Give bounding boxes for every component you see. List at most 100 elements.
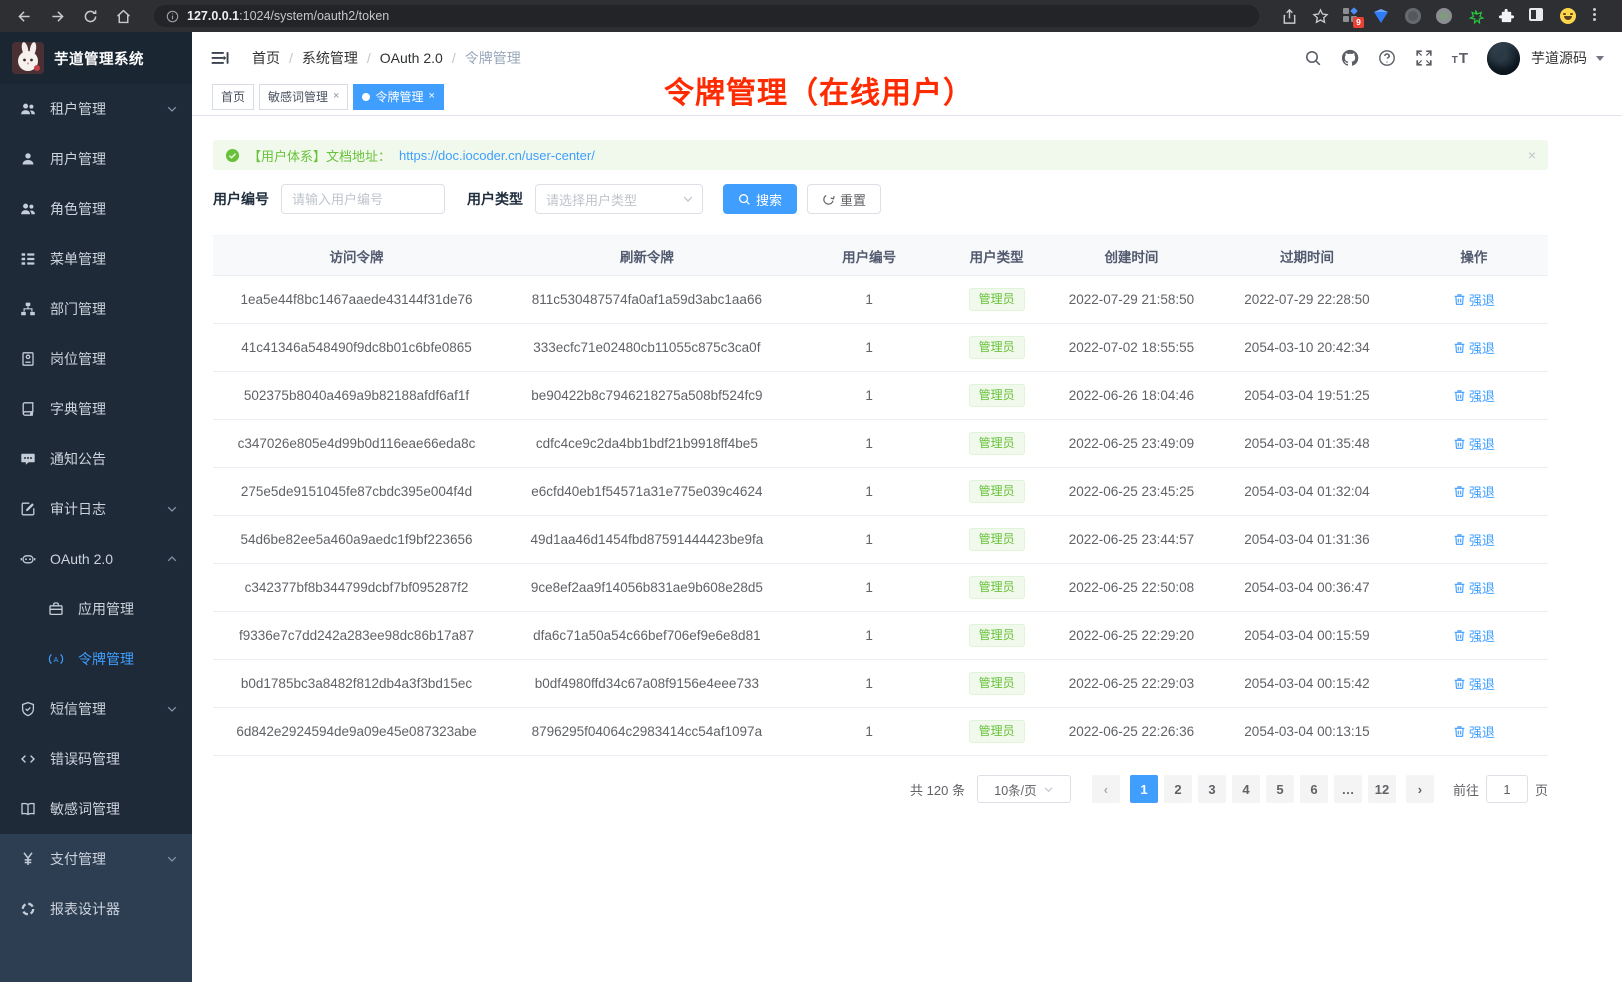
sidebar-item[interactable]: 部门管理: [0, 284, 192, 334]
user-type-select[interactable]: 请选择用户类型: [535, 184, 703, 214]
force-logout-button[interactable]: 强退: [1453, 290, 1495, 309]
goto-page-input[interactable]: [1485, 775, 1528, 803]
prev-page-button[interactable]: ‹: [1091, 775, 1120, 803]
filter-bar: 用户编号 用户类型 请选择用户类型 搜索 重置: [213, 184, 1548, 214]
force-logout-button[interactable]: 强退: [1453, 626, 1495, 645]
page-button[interactable]: 1: [1129, 775, 1158, 803]
dark-circle-extension-icon[interactable]: [1405, 7, 1422, 25]
address-bar[interactable]: 127.0.0.1:1024/system/oauth2/token: [154, 5, 1259, 27]
record-circle-extension-icon[interactable]: [1436, 7, 1453, 25]
page-ellipsis[interactable]: …: [1333, 775, 1362, 803]
sidebar-menu: 租户管理 用户管理 角色管理 菜单管理 部门管理 岗位管理: [0, 84, 192, 982]
admin-tag: 管理员: [968, 432, 1025, 455]
page-size-select[interactable]: 10条/页: [976, 775, 1071, 803]
user-avatar[interactable]: [1487, 41, 1520, 75]
sidebar-item[interactable]: 敏感词管理: [0, 784, 192, 834]
sidebar-item[interactable]: 字典管理: [0, 384, 192, 434]
doc-link[interactable]: https://doc.iocoder.cn/user-center/: [399, 147, 595, 163]
force-logout-button[interactable]: 强退: [1453, 530, 1495, 549]
tab-item[interactable]: 敏感词管理 ×: [259, 83, 349, 110]
reset-button[interactable]: 重置: [807, 184, 882, 214]
user-type-label: 用户类型: [467, 191, 523, 207]
force-logout-button[interactable]: 强退: [1453, 674, 1495, 693]
sidebar-item[interactable]: 短信管理: [0, 684, 192, 734]
sidebar-item[interactable]: 租户管理: [0, 84, 192, 134]
breadcrumb-item[interactable]: OAuth 2.0: [379, 50, 443, 66]
user-id-cell: 1: [793, 515, 945, 564]
gem-extension-icon[interactable]: [1374, 8, 1391, 25]
sidebar-filler: [0, 934, 192, 982]
breadcrumb-item[interactable]: 首页: [252, 50, 280, 66]
user-type-cell: 管理员: [944, 275, 1049, 324]
sidebar-item[interactable]: 角色管理: [0, 184, 192, 234]
expire-time-cell: 2054-03-04 00:15:59: [1214, 611, 1400, 660]
magnifier-icon: [738, 193, 751, 206]
admin-tag: 管理员: [968, 288, 1025, 311]
github-icon[interactable]: [1341, 49, 1359, 67]
search-icon[interactable]: [1304, 49, 1322, 67]
sidebar-item[interactable]: 错误码管理: [0, 734, 192, 784]
tokens-table: 访问令牌 刷新令牌 用户编号 用户类型 创建时间 过期时间 操作 1ea5e44f8bc14…: [213, 235, 1548, 756]
emoji-profile-icon[interactable]: [1560, 7, 1577, 25]
refresh-icon: [822, 193, 835, 206]
sidebar-item[interactable]: 审计日志: [0, 484, 192, 534]
tab-item[interactable]: 首页: [212, 83, 255, 110]
page-button[interactable]: 2: [1163, 775, 1192, 803]
sidebar-item[interactable]: 应用管理: [0, 584, 192, 634]
breadcrumb-item[interactable]: 系统管理: [301, 50, 358, 66]
sidebar-item[interactable]: OAuth 2.0: [0, 534, 192, 584]
collapse-menu-icon[interactable]: [210, 48, 230, 68]
force-logout-button[interactable]: 强退: [1453, 386, 1495, 405]
force-logout-button[interactable]: 强退: [1453, 338, 1495, 357]
sidebar-item[interactable]: 菜单管理: [0, 234, 192, 284]
extensions-grid-icon[interactable]: 9: [1343, 6, 1364, 28]
action-cell: 强退: [1399, 659, 1548, 708]
page-button[interactable]: 5: [1265, 775, 1294, 803]
sidebar-item[interactable]: 岗位管理: [0, 334, 192, 384]
help-icon[interactable]: [1378, 49, 1396, 67]
chevron-down-icon: [166, 853, 178, 865]
sidebar-item[interactable]: 报表设计器: [0, 884, 192, 934]
puzzle-extension-icon[interactable]: [1498, 8, 1515, 25]
page-button[interactable]: 12: [1367, 775, 1396, 803]
close-icon[interactable]: ×: [333, 90, 340, 102]
back-icon[interactable]: [16, 8, 33, 25]
force-logout-button[interactable]: 强退: [1453, 722, 1495, 741]
force-logout-button[interactable]: 强退: [1453, 578, 1495, 597]
app-logo-row[interactable]: 芋道管理系统: [0, 32, 192, 84]
green-star-extension-icon[interactable]: [1467, 8, 1484, 25]
alert-close-icon[interactable]: ×: [1527, 147, 1536, 163]
sidebar-item[interactable]: 通知公告: [0, 434, 192, 484]
fullscreen-icon[interactable]: [1415, 49, 1433, 67]
expire-time-cell: 2054-03-04 01:32:04: [1214, 467, 1400, 516]
force-logout-button[interactable]: 强退: [1453, 434, 1495, 453]
side-panel-icon[interactable]: [1529, 7, 1546, 25]
page-button[interactable]: 3: [1197, 775, 1226, 803]
user-id-input[interactable]: [281, 184, 445, 214]
bookmark-star-icon[interactable]: [1312, 7, 1329, 25]
page-button[interactable]: 4: [1231, 775, 1260, 803]
browser-menu-icon[interactable]: [1591, 7, 1608, 25]
tab-active[interactable]: 令牌管理 ×: [353, 83, 444, 110]
user-menu-caret-icon[interactable]: [1596, 55, 1604, 61]
refresh-token-cell: b0df4980ffd34c67a08f9156e4eee733: [500, 659, 794, 708]
sidebar-item-label: 租户管理: [50, 101, 106, 117]
created-time-cell: 2022-06-25 22:26:36: [1048, 707, 1215, 756]
sidebar-item[interactable]: A 令牌管理: [0, 634, 192, 684]
username[interactable]: 芋道源码: [1531, 50, 1587, 66]
reload-icon[interactable]: [82, 8, 99, 25]
next-page-button[interactable]: ›: [1405, 775, 1434, 803]
sidebar-item[interactable]: 用户管理: [0, 134, 192, 184]
page-button[interactable]: 6: [1299, 775, 1328, 803]
force-logout-button[interactable]: 强退: [1453, 482, 1495, 501]
close-icon[interactable]: ×: [428, 90, 435, 102]
home-icon[interactable]: [115, 8, 132, 25]
refresh-token-cell: e6cfd40eb1f54571a31e775e039c4624: [500, 467, 794, 516]
share-icon[interactable]: [1281, 8, 1298, 25]
sidebar-item[interactable]: 支付管理: [0, 834, 192, 884]
site-info-icon[interactable]: [166, 10, 179, 23]
forward-icon[interactable]: [49, 8, 66, 25]
users-icon: [20, 201, 36, 217]
search-button[interactable]: 搜索: [723, 184, 798, 214]
